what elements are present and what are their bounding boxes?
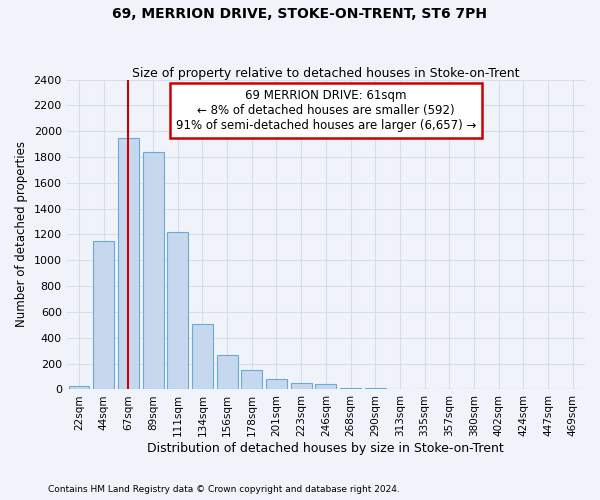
Bar (488, 389, 509, 390)
Bar (290, 383, 311, 390)
Bar (93, 241, 114, 390)
X-axis label: Distribution of detached houses by size in Stoke-on-Trent: Distribution of detached houses by size … (148, 442, 504, 455)
Bar (192, 324, 213, 390)
Bar (266, 379, 287, 390)
Bar (340, 388, 361, 390)
Bar (389, 389, 410, 390)
Bar (316, 384, 337, 390)
Bar (463, 389, 484, 390)
Bar (217, 355, 238, 390)
Bar (167, 232, 188, 390)
Title: Size of property relative to detached houses in Stoke-on-Trent: Size of property relative to detached ho… (132, 66, 520, 80)
Bar (513, 389, 534, 390)
Bar (414, 389, 435, 390)
Bar (439, 389, 460, 390)
Bar (538, 389, 559, 390)
Bar (241, 370, 262, 390)
Bar (143, 152, 164, 390)
Bar (68, 386, 89, 390)
Text: Contains HM Land Registry data © Crown copyright and database right 2024.: Contains HM Land Registry data © Crown c… (48, 485, 400, 494)
Y-axis label: Number of detached properties: Number of detached properties (15, 142, 28, 328)
Bar (118, 138, 139, 390)
Bar (562, 389, 583, 390)
Text: 69, MERRION DRIVE, STOKE-ON-TRENT, ST6 7PH: 69, MERRION DRIVE, STOKE-ON-TRENT, ST6 7… (113, 8, 487, 22)
Text: 69 MERRION DRIVE: 61sqm
← 8% of detached houses are smaller (592)
91% of semi-de: 69 MERRION DRIVE: 61sqm ← 8% of detached… (176, 89, 476, 132)
Bar (365, 388, 386, 390)
